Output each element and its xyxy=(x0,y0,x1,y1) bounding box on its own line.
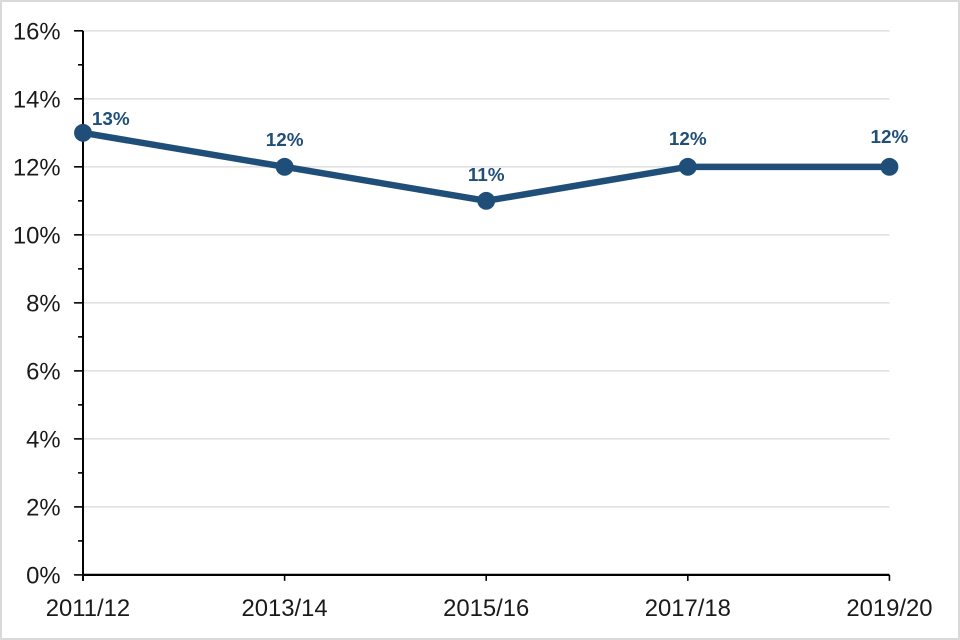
x-tick-label: 2015/16 xyxy=(443,595,529,622)
data-label: 12% xyxy=(266,130,304,151)
data-point-marker xyxy=(275,157,294,176)
data-point-marker xyxy=(477,191,496,210)
y-tick-label: 16% xyxy=(13,18,61,45)
y-tick-label: 6% xyxy=(26,358,60,385)
data-label: 11% xyxy=(468,165,505,186)
x-tick-label: 2011/12 xyxy=(46,595,130,622)
y-tick-label: 14% xyxy=(13,86,61,113)
y-tick-label: 8% xyxy=(26,290,60,317)
y-tick-label: 12% xyxy=(13,154,61,181)
data-label: 13% xyxy=(92,109,130,130)
y-tick-label: 0% xyxy=(26,562,60,589)
y-tick-label: 2% xyxy=(26,494,60,521)
data-point-marker xyxy=(880,157,899,176)
y-tick-label: 4% xyxy=(26,426,60,453)
data-point-marker xyxy=(678,157,697,176)
x-tick-label: 2013/14 xyxy=(242,595,328,622)
x-tick-label: 2019/20 xyxy=(846,595,932,622)
x-tick-label: 2017/18 xyxy=(645,595,731,622)
y-tick-label: 10% xyxy=(13,222,61,249)
data-label: 12% xyxy=(871,127,909,148)
data-point-marker xyxy=(74,123,92,142)
data-label: 12% xyxy=(669,129,707,150)
